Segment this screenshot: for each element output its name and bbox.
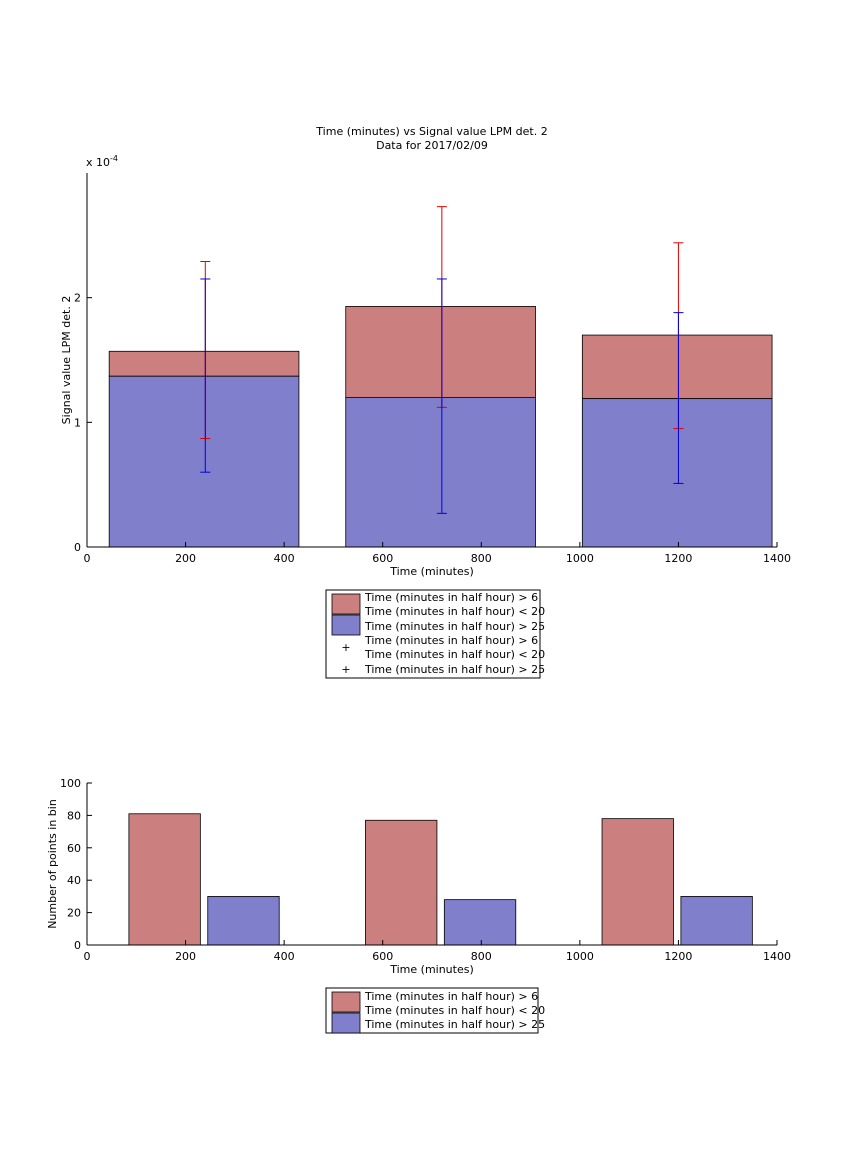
chart1-x-tick-label: 1400 <box>763 552 791 565</box>
chart1-legend: + + Time (minutes in half hour) > 6 Time… <box>325 589 545 679</box>
chart2-y-tick-label: 60 <box>67 842 81 855</box>
chart1-legend-marker-blue: + <box>341 663 350 676</box>
chart1-legend-swatch-red <box>331 593 361 615</box>
chart1-bar-blue-segment <box>581 398 773 548</box>
chart1-legend-marker-red: + <box>341 641 350 654</box>
chart2-legend-box <box>325 987 539 1034</box>
chart1-y-exponent-power: -4 <box>110 154 118 163</box>
chart1-bar-red-segment <box>108 350 300 377</box>
chart1-x-tick-label: 1200 <box>664 552 692 565</box>
chart1-legend-label-5: Time (minutes in half hour) < 20 <box>364 648 545 661</box>
chart1-x-axis-label: Time (minutes) <box>389 565 474 578</box>
chart2-x-tick-label: 800 <box>471 950 492 963</box>
chart2-bar-red <box>365 819 438 946</box>
chart2-axes: 0 200 400 600 800 1000 1200 1400 0 20 40 60 80 100 <box>60 777 791 963</box>
chart1-bar-blue-segment <box>345 396 536 548</box>
chart2-x-tick-label: 600 <box>372 950 393 963</box>
chart1-y-tick-label: 1 <box>74 416 81 429</box>
chart2-y-tick-label: 80 <box>67 809 81 822</box>
chart1-y-axis-label: Signal value LPM det. 2 <box>60 296 73 425</box>
chart2-legend-label-2: Time (minutes in half hour) < 20 <box>364 1004 545 1017</box>
chart2-bar-blue <box>680 896 753 946</box>
chart2-legend-swatch-red <box>331 991 361 1013</box>
chart2-legend-label-3: Time (minutes in half hour) > 25 <box>364 1018 545 1031</box>
chart2-x-tick-label: 1400 <box>763 950 791 963</box>
chart2-bars <box>128 813 753 946</box>
chart2-y-tick-label: 100 <box>60 777 81 790</box>
chart2-bar-red <box>128 813 201 946</box>
count-chart: 0 200 400 600 800 1000 1200 1400 0 20 40 60 80 100 Ti… <box>46 777 791 1034</box>
chart2-x-axis-label: Time (minutes) <box>389 963 474 976</box>
chart2-x-tick-label: 200 <box>175 950 196 963</box>
chart2-bar-red <box>601 818 674 946</box>
chart1-errorbars <box>200 206 684 514</box>
chart1-legend-label-3: Time (minutes in half hour) > 25 <box>364 620 545 633</box>
chart1-legend-box <box>325 589 541 679</box>
chart1-y-exponent-base: x 10 <box>86 156 110 169</box>
chart1-x-tick-label: 0 <box>84 552 91 565</box>
chart1-y-tick-label: 2 <box>74 292 81 305</box>
chart2-y-tick-label: 20 <box>67 907 81 920</box>
chart1-x-tick-label: 400 <box>274 552 295 565</box>
chart2-y-axis-label: Number of points in bin <box>46 799 59 929</box>
chart1-x-tick-label: 200 <box>175 552 196 565</box>
chart1-legend-label-2: Time (minutes in half hour) < 20 <box>364 605 545 618</box>
chart2-bar-blue <box>443 899 517 946</box>
chart1-bars <box>108 305 773 548</box>
chart1-bar-red-segment <box>345 305 536 398</box>
chart2-legend-label-1: Time (minutes in half hour) > 6 <box>364 990 538 1003</box>
chart1-axes: 0 200 400 600 800 1000 1200 1400 0 1 2 <box>74 173 791 565</box>
chart2-legend: Time (minutes in half hour) > 6 Time (mi… <box>325 987 545 1034</box>
chart2-y-tick-label: 0 <box>74 939 81 952</box>
chart1-title: Time (minutes) vs Signal value LPM det. … <box>315 125 547 138</box>
chart1-subtitle: Data for 2017/02/09 <box>376 139 488 152</box>
chart2-x-tick-label: 1200 <box>664 950 692 963</box>
chart2-legend-swatch-blue <box>331 1012 361 1034</box>
chart1-bar-blue-segment <box>108 375 300 548</box>
chart2-y-tick-label: 40 <box>67 874 81 887</box>
chart2-x-tick-label: 400 <box>274 950 295 963</box>
chart1-legend-label-4: Time (minutes in half hour) > 6 <box>364 634 538 647</box>
signal-chart: Time (minutes) vs Signal value LPM det. … <box>60 125 791 679</box>
chart1-bar-red-segment <box>581 334 773 400</box>
chart1-x-tick-label: 1000 <box>566 552 594 565</box>
chart1-legend-label-6: Time (minutes in half hour) > 25 <box>364 663 545 676</box>
chart1-y-exponent: x 10-4 <box>86 154 118 169</box>
chart2-x-tick-label: 1000 <box>566 950 594 963</box>
chart2-bar-blue <box>207 896 280 946</box>
chart1-y-tick-label: 0 <box>74 541 81 554</box>
chart1-x-tick-label: 600 <box>372 552 393 565</box>
chart1-x-tick-label: 800 <box>471 552 492 565</box>
chart1-legend-swatch-blue <box>331 614 361 636</box>
chart1-legend-label-1: Time (minutes in half hour) > 6 <box>364 591 538 604</box>
chart2-x-tick-label: 0 <box>84 950 91 963</box>
